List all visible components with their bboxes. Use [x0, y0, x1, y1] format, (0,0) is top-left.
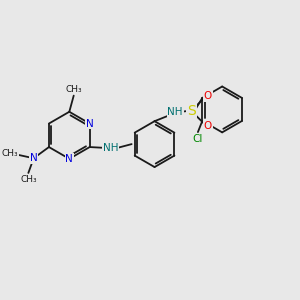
Text: N: N: [86, 118, 94, 128]
Text: N: N: [65, 154, 73, 164]
Text: CH₃: CH₃: [65, 85, 82, 94]
Text: Cl: Cl: [193, 134, 203, 143]
Text: O: O: [204, 91, 212, 101]
Text: CH₃: CH₃: [2, 149, 18, 158]
Text: NH: NH: [103, 143, 118, 153]
Text: S: S: [187, 104, 196, 118]
Text: CH₃: CH₃: [20, 175, 37, 184]
Text: O: O: [204, 121, 212, 130]
Text: N: N: [30, 153, 38, 163]
Text: NH: NH: [167, 107, 183, 117]
